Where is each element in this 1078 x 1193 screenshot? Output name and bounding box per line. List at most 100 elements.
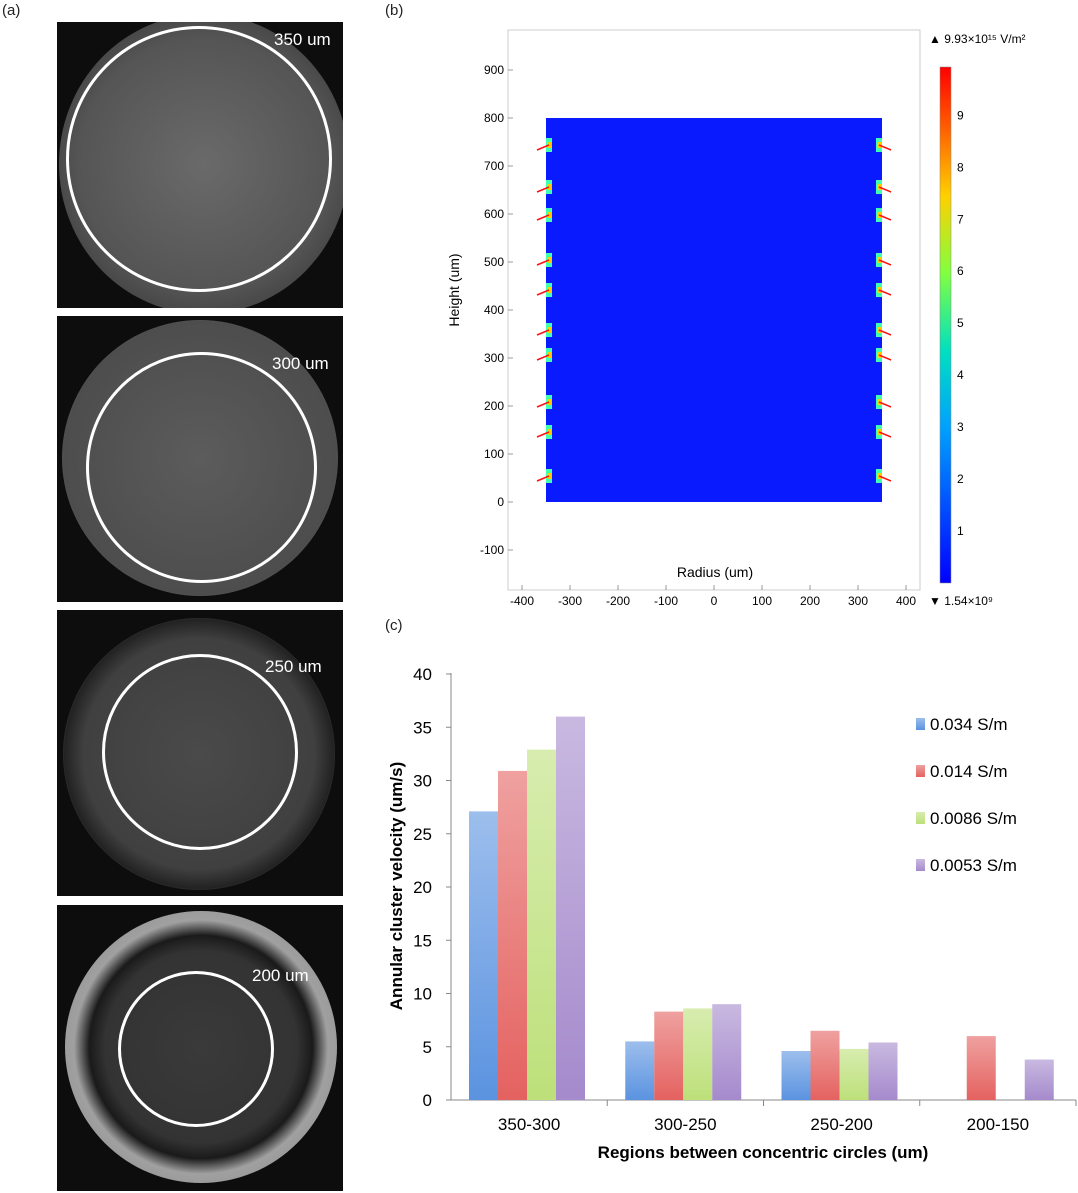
sim-xlabel: Radius (um)	[677, 564, 753, 580]
radius-label: 250 um	[265, 657, 322, 676]
bar-0-014-S-m-200-150	[966, 1036, 996, 1100]
bar-0-034-S-m-250-200	[781, 1051, 811, 1100]
colorbar-tick-label: 7	[957, 212, 964, 226]
panel-label-b: (b)	[385, 2, 404, 19]
y-tick-label: 25	[413, 825, 432, 844]
y-tick-label: 10	[413, 985, 432, 1004]
y-tick-label: 5	[423, 1038, 432, 1057]
bar-0-014-S-m-250-200	[810, 1030, 840, 1100]
colorbar-tick-label: 3	[957, 420, 964, 434]
x-tick-label: 200	[800, 594, 820, 608]
field-arrow	[536, 354, 550, 361]
colorbar-min: ▼ 1.54×10⁹	[929, 594, 993, 608]
colorbar-tick-label: 6	[957, 264, 964, 278]
y-tick-label: 300	[484, 351, 504, 365]
y-tick-label: 900	[484, 63, 504, 77]
bar-0-0053-S-m-200-150	[1024, 1059, 1054, 1100]
y-tick-label: 200	[484, 399, 504, 413]
field-arrow	[536, 329, 550, 336]
bar-0-0086-S-m-300-250	[683, 1008, 713, 1100]
colorbar-max: ▲ 9.93×10¹⁵ V/m²	[929, 32, 1026, 46]
field-arrow	[878, 289, 892, 296]
colorbar-tick-label: 1	[957, 524, 964, 538]
radius-label: 300 um	[272, 354, 329, 373]
bar-0-014-S-m-300-250	[654, 1011, 684, 1100]
legend-label: 0.0053 S/m	[930, 856, 1017, 875]
panel-label-c: (c)	[385, 617, 403, 634]
bar-0-0053-S-m-300-250	[712, 1004, 742, 1100]
chart-ylabel: Annular cluster velocity (um/s)	[387, 762, 406, 1010]
field-arrow	[878, 259, 892, 266]
x-tick-label: 350-300	[498, 1115, 560, 1134]
bar-chart: 0 5 10 15 20 25 30 35 40 350-300 300-250 250-200 20…	[387, 665, 1077, 1162]
radius-label: 350 um	[274, 30, 331, 49]
x-tick-label: 0	[711, 594, 718, 608]
micrograph-200: 200 um	[57, 905, 343, 1191]
field-arrow	[536, 186, 550, 193]
x-tick-label: 300-250	[654, 1115, 716, 1134]
field-arrow	[536, 431, 550, 438]
bar-0-0053-S-m-250-200	[868, 1042, 898, 1100]
y-tick-label: 0	[423, 1091, 432, 1110]
chart-xlabel: Regions between concentric circles (um)	[598, 1143, 929, 1162]
x-tick-label: -400	[510, 594, 534, 608]
field-arrow	[878, 144, 892, 151]
y-tick-label: 15	[413, 931, 432, 950]
legend-swatch	[916, 765, 925, 777]
radius-label: 200 um	[252, 966, 309, 985]
bar-0-0086-S-m-250-200	[839, 1048, 869, 1100]
y-tick-label: 500	[484, 255, 504, 269]
y-tick-label: 30	[413, 772, 432, 791]
legend-label: 0.034 S/m	[930, 715, 1008, 734]
micrograph-350: 350 um	[57, 22, 343, 308]
x-tick-label: -200	[606, 594, 630, 608]
colorbar	[939, 66, 952, 584]
colorbar-tick-label: 4	[957, 368, 964, 382]
y-tick-label: 0	[497, 495, 504, 509]
bar-0-0053-S-m-350-300	[556, 716, 585, 1100]
field-arrow	[878, 329, 892, 336]
micrograph-250: 250 um	[57, 610, 343, 896]
field-arrow	[878, 475, 892, 482]
legend-swatch	[916, 812, 925, 824]
legend-label: 0.014 S/m	[930, 762, 1008, 781]
field-arrow	[536, 289, 550, 296]
x-tick-label: 200-150	[967, 1115, 1029, 1134]
field-arrow	[878, 214, 892, 221]
field-arrow	[878, 354, 892, 361]
x-tick-label: -100	[654, 594, 678, 608]
y-tick-label: 35	[413, 718, 432, 737]
legend-swatch	[916, 718, 925, 730]
simulation-plot: 900 800 700 600 500 400 300 200 100 0 -100 -400 -300…	[446, 29, 1026, 608]
micrograph-300: 300 um	[57, 316, 343, 602]
x-tick-label: 400	[896, 594, 916, 608]
x-tick-label: 100	[752, 594, 772, 608]
sim-ylabel: Height (um)	[446, 253, 462, 326]
simulation-domain	[546, 118, 882, 502]
x-tick-label: -300	[558, 594, 582, 608]
y-tick-label: 40	[413, 665, 432, 684]
legend-label: 0.0086 S/m	[930, 809, 1017, 828]
bar-0-0086-S-m-350-300	[527, 749, 556, 1100]
colorbar-tick-label: 5	[957, 316, 964, 330]
field-arrow	[878, 431, 892, 438]
colorbar-tick-label: 9	[957, 108, 964, 122]
x-tick-label: 250-200	[810, 1115, 872, 1134]
y-tick-label: 100	[484, 447, 504, 461]
colorbar-tick-label: 2	[957, 472, 964, 486]
y-tick-label: 800	[484, 111, 504, 125]
field-arrow	[536, 214, 550, 221]
bar-0-034-S-m-350-300	[469, 811, 498, 1100]
field-arrow	[536, 144, 550, 151]
y-tick-label: 600	[484, 207, 504, 221]
field-arrow	[536, 401, 550, 408]
colorbar-tick-label: 8	[957, 160, 964, 174]
bar-0-014-S-m-350-300	[498, 770, 527, 1100]
panel-label-a: (a)	[2, 2, 21, 19]
y-tick-label: 400	[484, 303, 504, 317]
field-arrow	[878, 401, 892, 408]
bar-0-034-S-m-300-250	[625, 1041, 655, 1100]
field-arrow	[536, 259, 550, 266]
field-arrow	[878, 186, 892, 193]
y-tick-label: -100	[480, 543, 504, 557]
